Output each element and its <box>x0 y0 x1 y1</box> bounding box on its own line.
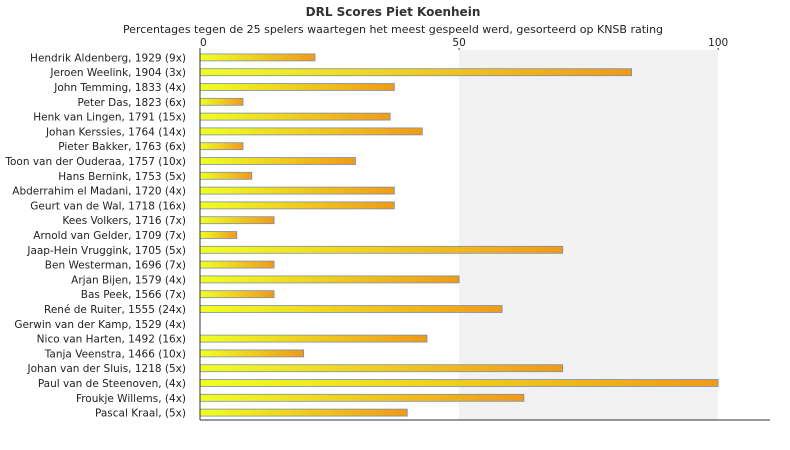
bar <box>199 142 244 151</box>
bar <box>199 408 408 417</box>
category-label: John Temming, 1833 (4x) <box>53 82 186 94</box>
category-label: Geurt van de Wal, 1718 (16x) <box>30 200 186 212</box>
bar <box>199 290 275 299</box>
category-label: Henk van Lingen, 1791 (15x) <box>33 112 186 124</box>
bar <box>199 216 275 225</box>
plot-bands <box>200 50 770 420</box>
bar <box>199 112 391 121</box>
bar <box>199 349 305 358</box>
category-label: Jaap-Hein Vruggink, 1705 (5x) <box>26 245 186 257</box>
plot-band <box>718 50 770 420</box>
bar <box>199 231 238 239</box>
bar <box>199 171 253 180</box>
category-label: Arnold van Gelder, 1709 (7x) <box>33 230 186 242</box>
bar <box>199 393 525 402</box>
plot-band <box>459 50 719 420</box>
bar <box>199 157 356 165</box>
category-label: Johan Kerssies, 1764 (14x) <box>45 126 186 138</box>
category-label: Nico van Harten, 1492 (16x) <box>37 334 186 346</box>
category-label: Jeroen Weelink, 1904 (3x) <box>49 67 186 79</box>
category-labels: Hendrik Aldenberg, 1929 (9x) Jeroen Weeli… <box>4 52 186 419</box>
bar <box>199 186 395 195</box>
category-label: Pascal Kraal, (5x) <box>95 408 186 420</box>
category-label: Johan van der Sluis, 1218 (5x) <box>27 363 186 375</box>
category-label: Hans Bernink, 1753 (5x) <box>58 171 186 183</box>
bar <box>199 83 395 91</box>
bar <box>199 364 564 373</box>
category-label: Ben Westerman, 1696 (7x) <box>45 260 186 272</box>
bar <box>199 379 719 387</box>
bar <box>199 201 395 210</box>
bar <box>199 260 275 269</box>
bar <box>199 275 460 284</box>
chart-title: DRL Scores Piet Koenhein <box>306 5 481 19</box>
bar <box>199 245 564 254</box>
category-label: Pieter Bakker, 1763 (6x) <box>58 141 186 153</box>
tick-label: 100 <box>708 37 728 49</box>
x-axis-ticks: 0 50 100 <box>199 37 728 50</box>
category-label: Arjan Bijen, 1579 (4x) <box>71 274 186 286</box>
category-label: René de Ruiter, 1555 (24x) <box>44 304 186 316</box>
bar <box>199 53 316 62</box>
category-label: Tanja Veenstra, 1466 (10x) <box>44 348 186 360</box>
bar <box>199 97 244 106</box>
category-label: Abderrahim el Madani, 1720 (4x) <box>12 186 186 198</box>
axes <box>199 50 770 421</box>
category-label: Bas Peek, 1566 (7x) <box>81 289 186 301</box>
category-label: Gerwin van der Kamp, 1529 (4x) <box>14 319 186 331</box>
tick-label: 0 <box>200 37 207 49</box>
bar <box>199 127 423 136</box>
bar <box>199 68 633 77</box>
category-label: Toon van der Ouderaa, 1757 (10x) <box>4 156 186 168</box>
category-label: Paul van de Steenoven, (4x) <box>38 378 186 390</box>
plot-band <box>200 50 460 420</box>
bar <box>199 334 428 343</box>
category-label: Froukje Willems, (4x) <box>76 393 186 405</box>
category-label: Hendrik Aldenberg, 1929 (9x) <box>30 52 186 64</box>
category-label: Peter Das, 1823 (6x) <box>78 97 186 109</box>
bar <box>199 305 503 313</box>
category-label: Kees Volkers, 1716 (7x) <box>62 215 186 227</box>
tick-label: 50 <box>452 37 465 49</box>
chart-subtitle: Percentages tegen de 25 spelers waartege… <box>123 23 663 36</box>
